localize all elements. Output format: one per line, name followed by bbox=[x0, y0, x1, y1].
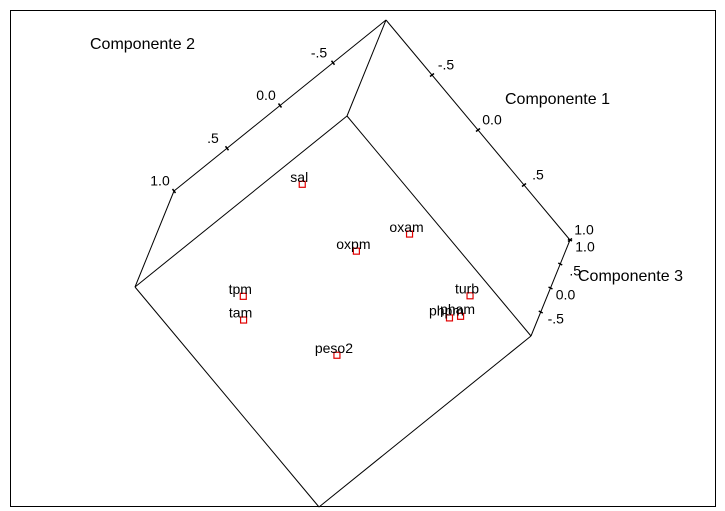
point bbox=[298, 180, 306, 188]
tick-mark bbox=[567, 238, 573, 242]
plot-frame bbox=[10, 10, 716, 507]
tick-mark bbox=[521, 182, 527, 188]
box-edge bbox=[134, 190, 175, 288]
tick-label: 0.0 bbox=[256, 87, 276, 103]
point-label: phpm bbox=[429, 303, 464, 319]
tick-label: 1.0 bbox=[575, 239, 595, 255]
point-label: oxpm bbox=[336, 236, 370, 252]
tick-mark bbox=[475, 127, 481, 133]
point bbox=[445, 314, 454, 322]
box-edge bbox=[346, 115, 532, 337]
tick-label: 0.0 bbox=[556, 287, 576, 303]
point bbox=[333, 351, 341, 359]
box-edge bbox=[134, 115, 348, 288]
tick-mark bbox=[171, 188, 177, 194]
tick-label: .5 bbox=[207, 130, 219, 146]
tick-mark bbox=[429, 72, 435, 78]
tick-mark bbox=[330, 60, 336, 66]
tick-label: .5 bbox=[569, 263, 581, 279]
axis-title: Componente 3 bbox=[578, 268, 683, 285]
point-label: oxam bbox=[389, 219, 423, 235]
point bbox=[405, 230, 414, 238]
box-edge bbox=[346, 19, 387, 117]
tick-mark bbox=[557, 262, 563, 266]
axis-title: Componente 2 bbox=[90, 36, 195, 53]
axis-title: Componente 1 bbox=[505, 91, 610, 108]
tick-mark bbox=[277, 103, 283, 108]
tick-mark bbox=[548, 286, 553, 290]
point bbox=[239, 292, 247, 300]
point bbox=[466, 292, 474, 300]
point bbox=[239, 316, 248, 324]
tick-label: -.5 bbox=[311, 44, 328, 60]
tick-label: 1.0 bbox=[150, 173, 170, 189]
tick-label: 0.0 bbox=[482, 112, 502, 128]
box-edge bbox=[318, 335, 532, 508]
point-label: peso2 bbox=[315, 340, 353, 356]
point-label: pham bbox=[440, 301, 475, 317]
point bbox=[456, 312, 465, 320]
tick-label: .5 bbox=[532, 167, 544, 183]
point-label: tam bbox=[229, 305, 252, 321]
point bbox=[352, 247, 360, 255]
point-label: sal bbox=[290, 169, 308, 185]
tick-mark bbox=[538, 310, 544, 314]
tick-mark bbox=[224, 145, 230, 151]
point-label: tpm bbox=[229, 281, 252, 297]
tick-label: -.5 bbox=[548, 311, 565, 327]
tick-label: -.5 bbox=[438, 57, 455, 73]
box-edge bbox=[134, 286, 320, 508]
point-label: turb bbox=[455, 280, 479, 296]
tick-label: 1.0 bbox=[574, 222, 594, 238]
